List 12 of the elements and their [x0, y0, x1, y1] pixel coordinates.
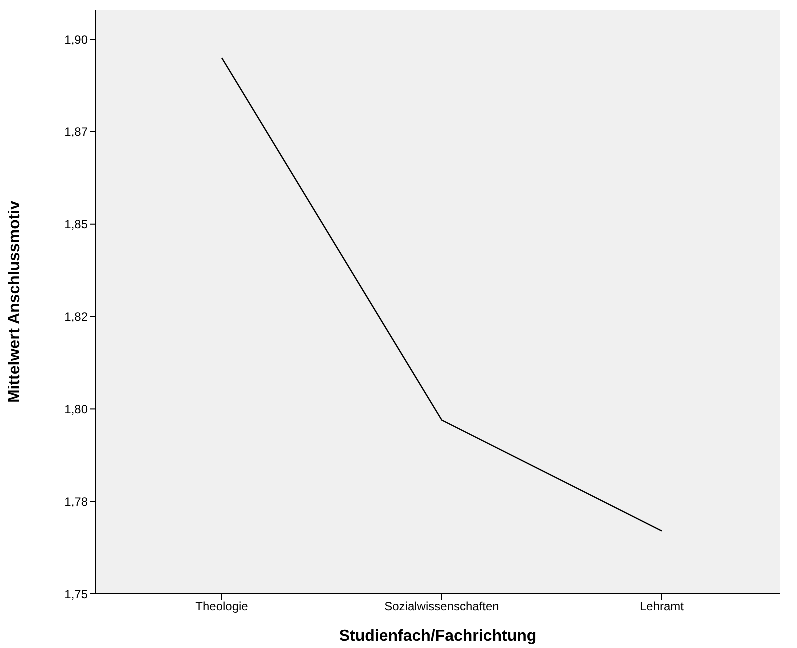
- y-tick-label: 1,87: [64, 125, 88, 140]
- y-tick-label: 1,90: [64, 32, 88, 47]
- y-tick-label: 1,78: [64, 494, 88, 509]
- x-tick-label: Lehramt: [640, 600, 685, 614]
- y-tick-label: 1,82: [64, 310, 88, 324]
- x-tick-label: Sozialwissenschaften: [384, 600, 500, 614]
- y-tick-label: 1,85: [64, 218, 88, 232]
- y-tick-label: 1,80: [64, 402, 88, 416]
- y-axis-title: Mittelwert Anschlussmotiv: [6, 200, 24, 404]
- x-tick-label: Theologie: [196, 600, 249, 614]
- y-tick-label: 1,75: [64, 587, 88, 602]
- x-axis-title: Studienfach/Fachrichtung: [339, 628, 537, 645]
